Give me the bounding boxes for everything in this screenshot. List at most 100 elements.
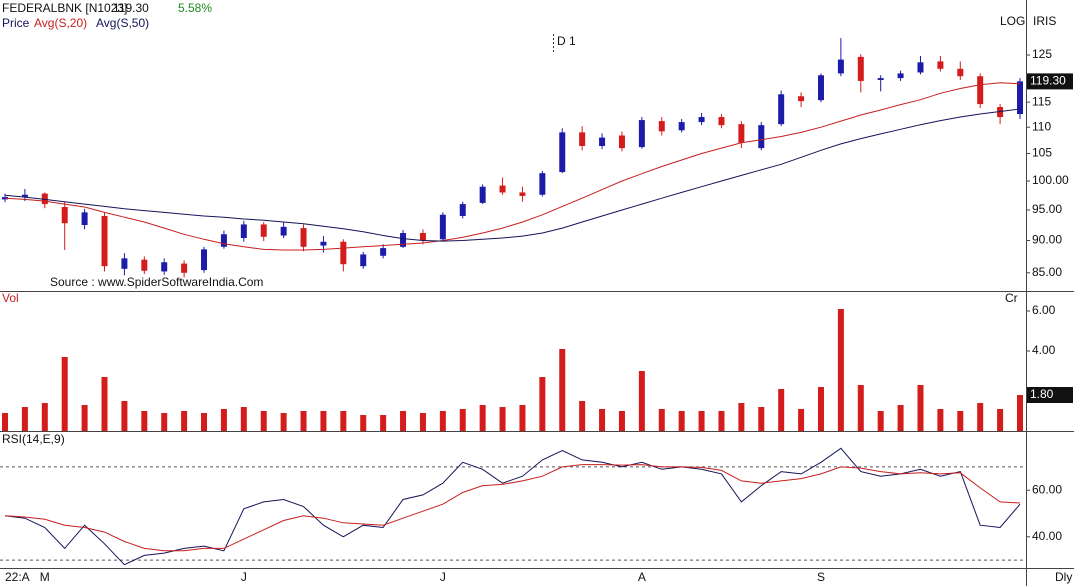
volume-bar xyxy=(260,411,267,431)
volume-bar xyxy=(718,411,725,431)
candle-body xyxy=(977,76,984,105)
last-value-label: 1.80 xyxy=(1030,387,1054,401)
candle-body xyxy=(320,241,327,246)
x-tick-label: A xyxy=(638,570,646,584)
candle-body xyxy=(798,96,805,102)
candle-body xyxy=(837,59,844,74)
candle-body xyxy=(579,132,586,146)
y-tick-label: 115 xyxy=(1032,94,1051,108)
candle-body xyxy=(738,124,745,143)
candle-body xyxy=(559,132,566,173)
candle-body xyxy=(539,173,546,195)
candle-body xyxy=(718,117,725,126)
volume-bar xyxy=(300,411,307,431)
volume-bar xyxy=(41,403,48,431)
volume-bar xyxy=(21,407,28,431)
candle-body xyxy=(21,194,28,198)
volume-bar xyxy=(101,377,108,431)
volume-bar xyxy=(897,405,904,431)
last-value-label: 119.30 xyxy=(1030,74,1066,88)
candle-body xyxy=(698,117,705,123)
volume-bar xyxy=(280,413,287,431)
change: 5.58% xyxy=(178,1,212,15)
candle-body xyxy=(1017,81,1023,115)
y-tick-label: 4.00 xyxy=(1032,343,1056,357)
volume-bar xyxy=(559,349,566,431)
pane-title: Vol xyxy=(2,291,19,305)
legend-entry: Avg(S,50) xyxy=(96,16,149,30)
x-tick-label: J xyxy=(241,570,247,584)
volume-bar xyxy=(2,413,8,431)
candle-body xyxy=(857,56,864,81)
y-tick-label: 60.00 xyxy=(1032,482,1062,496)
log-button[interactable]: LOG xyxy=(1000,14,1025,28)
volume-bar xyxy=(997,409,1004,431)
candle-body xyxy=(499,185,506,193)
candle-body xyxy=(897,73,904,79)
volume-bar xyxy=(837,309,844,431)
volume-bar xyxy=(698,411,705,431)
volume-bar xyxy=(638,371,645,431)
candle-body xyxy=(678,122,685,131)
volume-bar xyxy=(599,409,606,431)
last-value-tag xyxy=(1027,387,1073,403)
iris-button[interactable]: IRIS xyxy=(1033,14,1056,28)
annotation: D 1 xyxy=(557,34,576,48)
candle-body xyxy=(937,61,944,69)
candle-body xyxy=(240,224,247,239)
candle-body xyxy=(459,204,466,216)
y-tick-label: 100.00 xyxy=(1032,173,1069,187)
series-line xyxy=(4,108,1021,242)
candle-body xyxy=(599,137,606,146)
candle-body xyxy=(121,258,128,269)
candle-body xyxy=(360,254,367,267)
volume-bar xyxy=(439,411,446,431)
volume-bar xyxy=(678,411,685,431)
volume-bar xyxy=(539,377,546,431)
series-line xyxy=(4,82,1021,251)
volume-bar xyxy=(459,409,466,431)
volume-bar xyxy=(977,403,984,431)
y-tick-label: 6.00 xyxy=(1032,303,1056,317)
volume-bar xyxy=(817,387,824,431)
candle-body xyxy=(201,249,208,271)
x-tick-label: J xyxy=(440,570,446,584)
candle-body xyxy=(519,192,526,196)
volume-bar xyxy=(957,411,964,431)
pane-title: RSI(14,E,9) xyxy=(2,432,65,446)
candle-body xyxy=(618,135,625,149)
candle-body xyxy=(658,121,665,132)
candle-body xyxy=(340,241,347,265)
candle-body xyxy=(479,186,486,203)
candle-body xyxy=(638,120,645,148)
volume-bar xyxy=(479,405,486,431)
candle-body xyxy=(260,224,267,237)
x-tick-label: 22:A xyxy=(5,570,30,584)
candle-body xyxy=(141,259,148,271)
candle-body xyxy=(997,107,1004,118)
volume-bar xyxy=(758,407,765,431)
volume-bar xyxy=(400,411,407,431)
volume-bar xyxy=(340,411,347,431)
candle-body xyxy=(758,125,765,149)
candle-body xyxy=(61,207,68,224)
source: Source : www.SpiderSoftwareIndia.Com xyxy=(50,275,263,289)
volume-bar xyxy=(380,415,387,431)
volume-bar xyxy=(1017,395,1023,431)
x-tick-label: M xyxy=(40,570,50,584)
last-value-tag xyxy=(1027,73,1073,90)
volume-bar xyxy=(419,413,426,431)
volume-bar xyxy=(141,411,148,431)
candle-body xyxy=(917,62,924,73)
candle-body xyxy=(280,226,287,236)
volume-bar xyxy=(320,411,327,431)
volume-bar xyxy=(61,357,68,431)
y-tick-label: 40.00 xyxy=(1032,529,1062,543)
volume-bar xyxy=(798,409,805,431)
volume-bar xyxy=(360,415,367,431)
volume-bar xyxy=(738,403,745,431)
candle-body xyxy=(957,68,964,77)
candle-body xyxy=(877,78,884,80)
